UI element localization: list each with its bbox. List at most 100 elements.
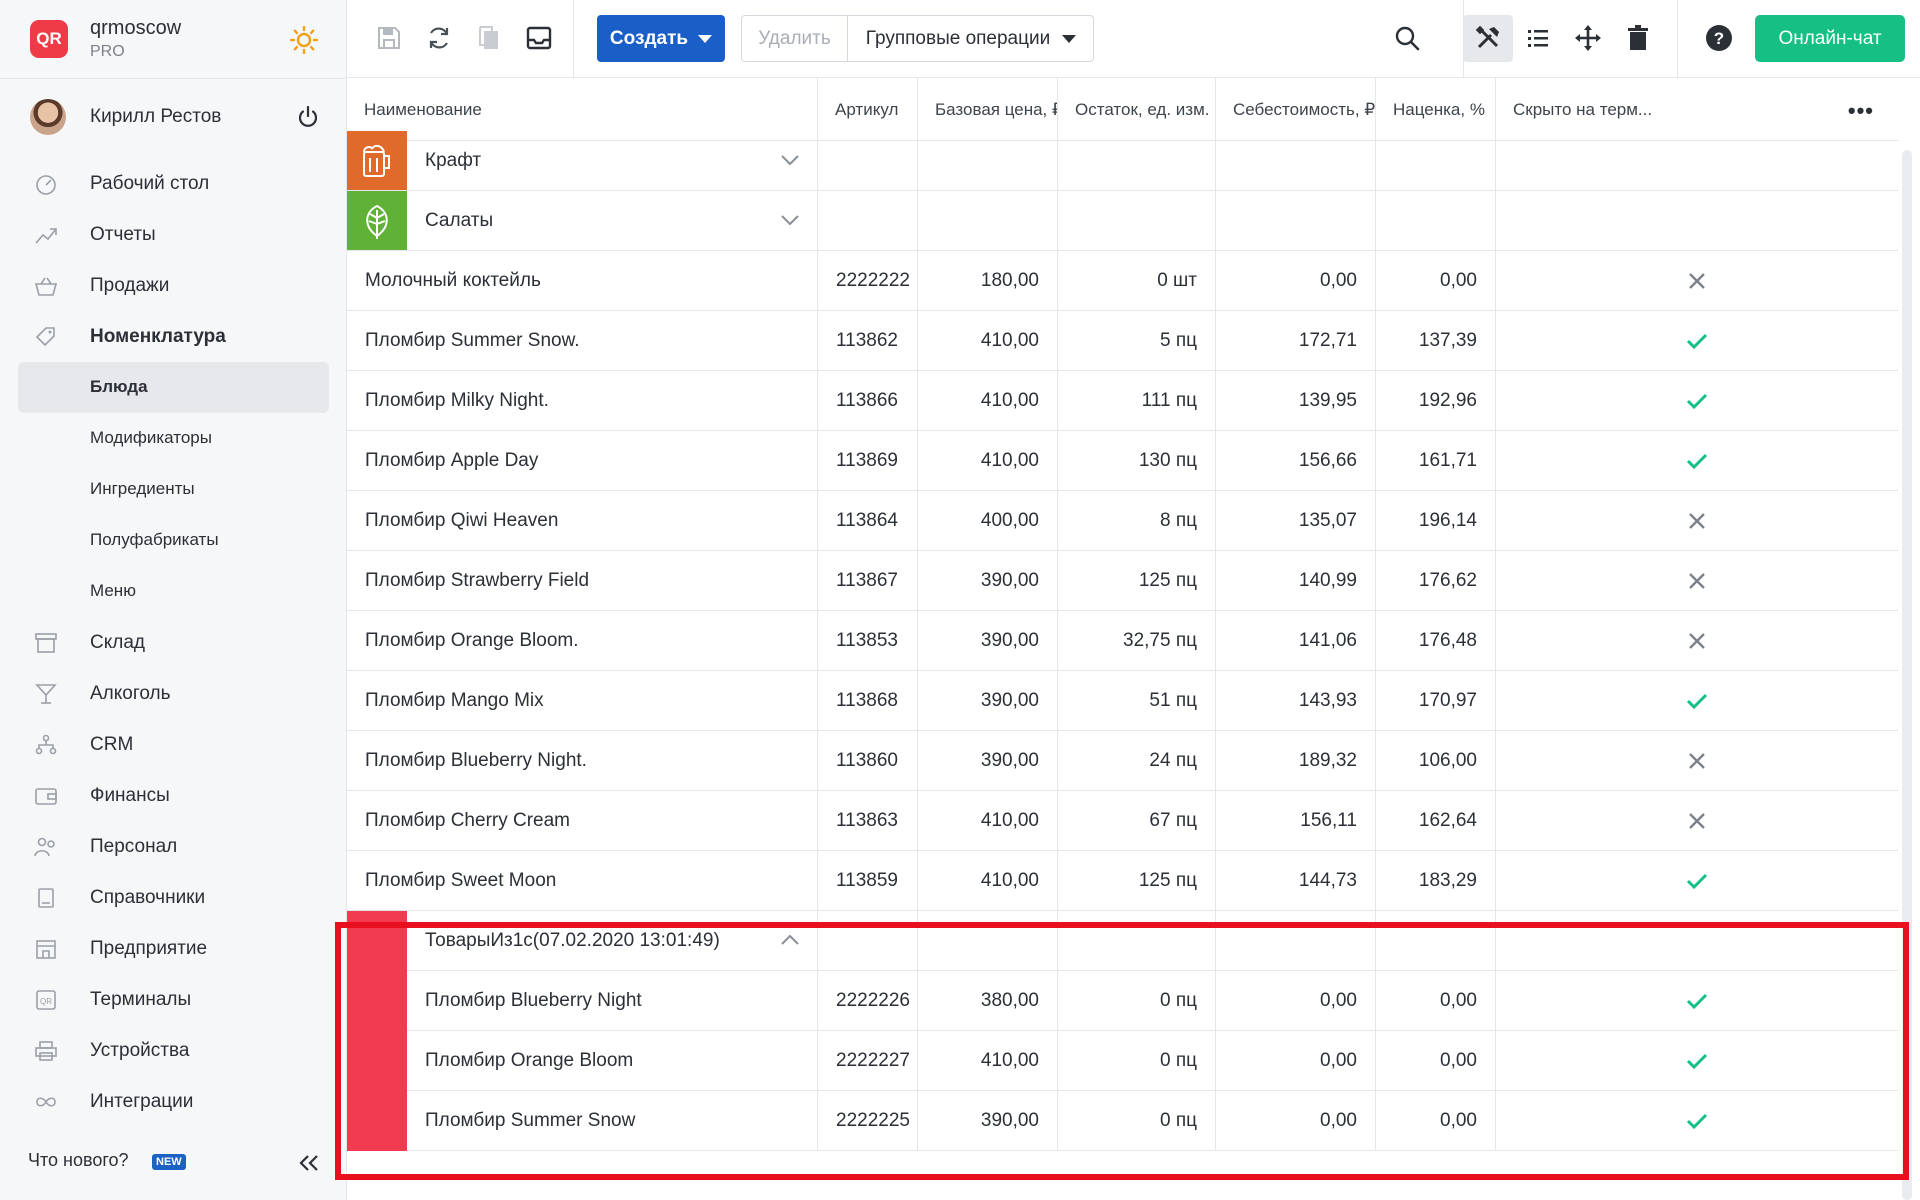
- table-row[interactable]: Пломбир Qiwi Heaven 113864 400,00 8 пц 135,0…: [347, 491, 1898, 551]
- table-row[interactable]: Пломбир Mango Mix 113868 390,00 51 пц 143,93…: [347, 671, 1898, 731]
- cell-price: 410,00: [918, 1031, 1058, 1090]
- terminal-icon: QR: [36, 990, 56, 1010]
- collapse-sidebar-icon[interactable]: [298, 1152, 320, 1174]
- cell-sku: 113864: [818, 491, 918, 550]
- sidebar-item-label: Рабочий стол: [90, 172, 210, 194]
- category-row[interactable]: Крафт: [347, 131, 1898, 191]
- table-row[interactable]: Пломбир Milky Night. 113866 410,00 111 пц 13…: [347, 371, 1898, 431]
- column-header-cost[interactable]: Себестоимость, ₽: [1216, 78, 1376, 141]
- list-view-icon[interactable]: [1524, 24, 1552, 52]
- sidebar-subitem-modifiers[interactable]: Модификаторы: [0, 413, 347, 464]
- sidebar-item-terminals[interactable]: QR Терминалы: [0, 974, 347, 1025]
- cell-stock: 32,75 пц: [1058, 611, 1216, 670]
- sidebar-item-label: Финансы: [90, 784, 170, 806]
- cell-price: 410,00: [918, 791, 1058, 850]
- sidebar-item-sales[interactable]: Продажи: [0, 260, 347, 311]
- printer-icon: [35, 1041, 57, 1061]
- category-row[interactable]: Салаты: [347, 191, 1898, 251]
- sidebar-subitem-semifinished[interactable]: Полуфабрикаты: [0, 515, 347, 566]
- save-icon[interactable]: [375, 24, 403, 52]
- table-row[interactable]: Пломбир Cherry Cream 113863 410,00 67 пц 156…: [347, 791, 1898, 851]
- sidebar-item-warehouse[interactable]: Склад: [0, 617, 347, 668]
- cell-markup: 170,97: [1376, 671, 1496, 730]
- sidebar-subitem-label: Меню: [90, 581, 136, 600]
- sidebar-item-references[interactable]: Справочники: [0, 872, 347, 923]
- cell-price: 400,00: [918, 491, 1058, 550]
- table-header: Наименование Артикул Базовая цена, ₽ Ост…: [347, 78, 1898, 141]
- sidebar-item-integrations[interactable]: Интеграции: [0, 1076, 347, 1127]
- sidebar-item-staff[interactable]: Персонал: [0, 821, 347, 872]
- check-icon: [1496, 311, 1898, 370]
- sidebar-subitem-menu[interactable]: Меню: [0, 566, 347, 617]
- search-icon[interactable]: [1393, 24, 1421, 52]
- power-icon[interactable]: [296, 105, 320, 129]
- check-icon: [1496, 371, 1898, 430]
- vertical-scrollbar[interactable]: [1902, 150, 1912, 1200]
- table-row[interactable]: Пломбир Summer Snow. 113862 410,00 5 пц 172,…: [347, 311, 1898, 371]
- column-header-sku[interactable]: Артикул: [818, 78, 918, 141]
- table-cell: [818, 191, 918, 250]
- cell-name: Пломбир Mango Mix: [347, 671, 818, 730]
- cell-markup: 0,00: [1376, 1091, 1496, 1150]
- online-chat-button[interactable]: Онлайн-чат: [1755, 15, 1905, 62]
- sidebar-item-crm[interactable]: CRM: [0, 719, 347, 770]
- sidebar-item-alcohol[interactable]: Алкоголь: [0, 668, 347, 719]
- table-row[interactable]: Пломбир Orange Bloom 2222227 410,00 0 пц 0,0…: [347, 1031, 1898, 1091]
- table-row[interactable]: Пломбир Blueberry Night. 113860 390,00 24 п…: [347, 731, 1898, 791]
- user-row: Кирилл Рестов: [0, 78, 347, 158]
- user-name[interactable]: Кирилл Рестов: [90, 106, 222, 127]
- sidebar-item-finance[interactable]: Финансы: [0, 770, 347, 821]
- group-color-bar: [347, 911, 407, 1151]
- column-header-price[interactable]: Базовая цена, ₽: [918, 78, 1058, 141]
- cell-cost: 156,11: [1216, 791, 1376, 850]
- sidebar-item-devices[interactable]: Устройства: [0, 1025, 347, 1076]
- avatar[interactable]: [30, 99, 66, 135]
- inbox-icon[interactable]: [525, 24, 553, 52]
- column-header-markup[interactable]: Наценка, %: [1376, 78, 1496, 141]
- cell-cost: 0,00: [1216, 1031, 1376, 1090]
- column-header-hidden-on-terminal[interactable]: Скрыто на терм...: [1496, 78, 1898, 141]
- bulk-operations-button[interactable]: Групповые операции: [848, 16, 1094, 61]
- table-row[interactable]: Пломбир Blueberry Night 2222226 380,00 0 пц…: [347, 971, 1898, 1031]
- sidebar-item-nomenclature[interactable]: Номенклатура: [0, 311, 347, 362]
- category-row[interactable]: ТоварыИз1с(07.02.2020 13:01:49): [347, 911, 1898, 971]
- column-header-name[interactable]: Наименование: [347, 78, 818, 141]
- help-icon[interactable]: ?: [1705, 24, 1733, 52]
- cross-icon: [1496, 491, 1898, 550]
- create-button[interactable]: Создать: [597, 15, 725, 62]
- actions-button-group: Удалить Групповые операции: [741, 15, 1094, 62]
- sidebar-subitem-dishes[interactable]: Блюда: [18, 362, 329, 413]
- table-row[interactable]: Молочный коктейль 2222222 180,00 0 шт 0,00 0,…: [347, 251, 1898, 311]
- sun-icon[interactable]: [290, 26, 318, 54]
- sidebar-item-label: Алкоголь: [90, 682, 171, 704]
- cell-name: Пломбир Milky Night.: [347, 371, 818, 430]
- delete-button[interactable]: Удалить: [742, 16, 848, 61]
- cell-cost: 156,66: [1216, 431, 1376, 490]
- trash-icon[interactable]: [1624, 24, 1652, 52]
- cell-name: Пломбир Apple Day: [347, 431, 818, 490]
- table-row[interactable]: Пломбир Apple Day 113869 410,00 130 пц 156,6…: [347, 431, 1898, 491]
- cell-markup: 106,00: [1376, 731, 1496, 790]
- copy-icon[interactable]: [475, 24, 503, 52]
- more-options-icon[interactable]: •••: [1847, 98, 1874, 123]
- cell-price: 390,00: [918, 671, 1058, 730]
- column-header-hidden-label: Скрыто на терм...: [1513, 99, 1653, 119]
- qr-logo[interactable]: QR: [30, 20, 68, 58]
- cell-sku: 113860: [818, 731, 918, 790]
- table-row[interactable]: Пломбир Strawberry Field 113867 390,00 125 …: [347, 551, 1898, 611]
- table-row[interactable]: Пломбир Summer Snow 2222225 390,00 0 пц 0,00…: [347, 1091, 1898, 1151]
- sidebar-item-dashboard[interactable]: Рабочий стол: [0, 158, 347, 209]
- sidebar-item-enterprise[interactable]: Предприятие: [0, 923, 347, 974]
- whats-new-link[interactable]: Что нового?: [28, 1150, 129, 1170]
- tools-icon[interactable]: [1474, 24, 1502, 52]
- caret-down-icon: [1062, 34, 1077, 43]
- cell-name: Пломбир Blueberry Night: [407, 971, 818, 1030]
- refresh-icon[interactable]: [425, 24, 453, 52]
- move-icon[interactable]: [1574, 24, 1602, 52]
- column-header-stock[interactable]: Остаток, ед. изм.: [1058, 78, 1216, 141]
- table-row[interactable]: Пломбир Orange Bloom. 113853 390,00 32,75 п…: [347, 611, 1898, 671]
- sidebar-subitem-ingredients[interactable]: Ингредиенты: [0, 464, 347, 515]
- cell-cost: 0,00: [1216, 1091, 1376, 1150]
- table-row[interactable]: Пломбир Sweet Moon 113859 410,00 125 пц 144,…: [347, 851, 1898, 911]
- sidebar-item-reports[interactable]: Отчеты: [0, 209, 347, 260]
